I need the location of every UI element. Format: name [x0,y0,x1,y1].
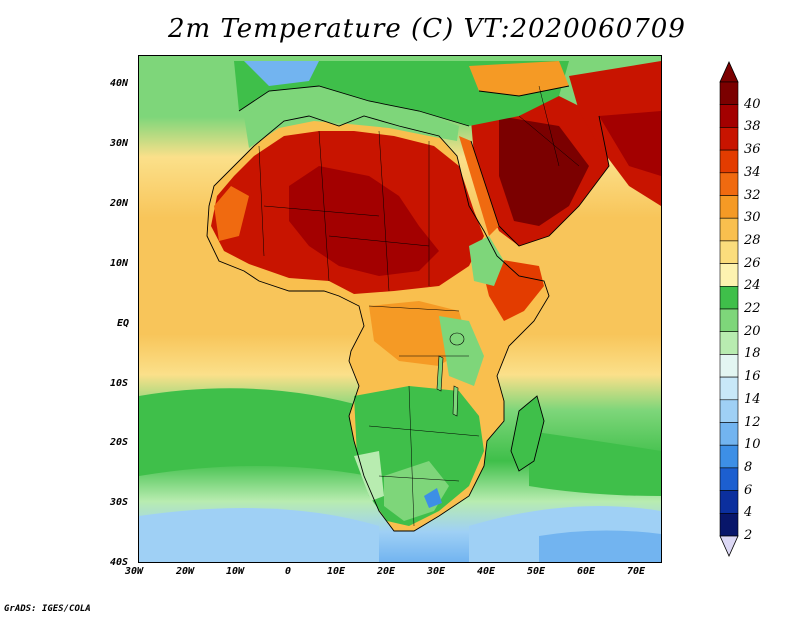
colorbar-segment [719,263,739,287]
map-title: 2m Temperature (C) VT:2020060709 [168,14,686,44]
namibia-mild [354,451,384,501]
lon-label: 30E [427,566,446,577]
colorbar-label: 38 [744,119,761,135]
north-africa-coast [244,91,459,148]
colorbar-segment [719,422,739,446]
colorbar-label: 18 [744,346,761,362]
colorbar-label: 30 [744,210,761,226]
colorbar-label: 16 [744,369,761,385]
colorbar-label: 22 [744,301,761,316]
colorbar-label: 2 [744,528,753,543]
lat-label: 30S [110,497,129,508]
ethiopia-highlands [469,236,504,286]
colorbar-segment [719,308,739,333]
colorbar-segment [719,127,739,151]
colorbar-under-triangle [719,535,739,557]
colorbar-label: 40 [744,96,761,112]
colorbar-segment [719,354,739,378]
colorbar-label: 6 [744,482,753,498]
colorbar-label: 32 [744,187,761,203]
red-sea [459,136,499,236]
colorbar-label: 24 [744,278,761,294]
colorbar-over-triangle [719,61,739,83]
turkey-warm [469,61,569,96]
colorbar-segment [719,240,739,264]
southern-ocean-band-east [529,431,661,496]
colorbar-segment [719,81,739,106]
colorbar [719,61,739,557]
drakensberg-cold [424,488,442,508]
temperature-map [138,55,662,563]
colorbar-segment [719,195,739,219]
lat-label: 10S [110,378,129,389]
colorbar-label: 26 [744,255,761,271]
colorbar-segment [719,331,739,355]
sahara-hottest-zone [289,166,439,276]
lon-label: 40E [477,566,496,577]
cold-south-west [139,508,379,562]
colder-south-east [539,530,661,562]
colorbar-segment [719,376,739,401]
colorbar-segment [719,104,739,128]
colorbar-label: 4 [744,505,753,521]
colorbar-segment [719,286,739,310]
colorbar-segment [719,217,739,242]
credit-text: GrADS: IGES/COLA [4,604,91,614]
lon-label: 30W [125,566,144,577]
lat-label: 30N [110,138,129,149]
colorbar-label: 12 [744,414,761,430]
europe-cool [244,61,319,86]
lat-label: 40S [110,557,129,568]
lat-label: EQ [117,318,130,329]
lat-label: 20N [110,198,129,209]
colorbar-label: 8 [744,459,753,475]
colorbar-segment [719,172,739,196]
west-sahara-warm [214,186,249,241]
colorbar-label: 14 [744,391,761,407]
iran-hottest [599,111,661,176]
lon-label: 20W [176,566,195,577]
colorbar-segment [719,512,739,537]
east-africa-green [439,316,484,386]
colorbar-segment [719,399,739,423]
coastlines [206,85,610,532]
lat-label: 10N [110,258,129,269]
colorbar-segment [719,444,739,469]
colorbar-label: 28 [744,232,761,248]
temperature-field [139,56,661,562]
arabia-hottest [499,116,589,226]
colorbar-segment [719,467,739,491]
country-borders [258,85,580,527]
lon-label: 10E [327,566,346,577]
lon-label: 60E [577,566,596,577]
colorbar-label: 10 [744,437,761,453]
lon-label: 70E [627,566,646,577]
lon-label: 20E [377,566,396,577]
lat-label: 20S [110,437,129,448]
lon-label: 0 [285,566,292,577]
colorbar-label: 20 [744,323,761,339]
lakes [436,332,465,417]
southern-ocean-band [139,388,369,476]
lat-label: 40N [110,78,129,89]
colorbar-segment [719,490,739,514]
colorbar-label: 36 [744,142,761,158]
lon-label: 50E [527,566,546,577]
colorbar-segment [719,149,739,174]
lon-label: 10W [226,566,245,577]
colorbar-label: 34 [744,164,761,180]
